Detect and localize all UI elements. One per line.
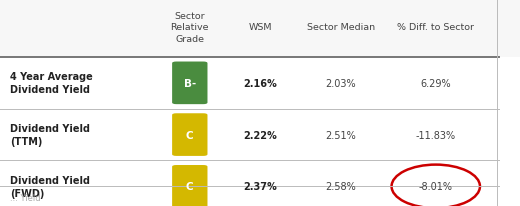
FancyBboxPatch shape xyxy=(172,114,207,156)
Text: -8.01%: -8.01% xyxy=(419,181,453,191)
Bar xyxy=(0,0,520,58)
Text: 2.51%: 2.51% xyxy=(325,130,356,140)
Text: 2.22%: 2.22% xyxy=(243,130,277,140)
Text: % Diff. to Sector: % Diff. to Sector xyxy=(397,23,474,32)
FancyBboxPatch shape xyxy=(172,62,207,105)
Text: Sector
Relative
Grade: Sector Relative Grade xyxy=(171,12,209,44)
Text: Sector Median: Sector Median xyxy=(306,23,375,32)
Text: Dividend Yield
(FWD): Dividend Yield (FWD) xyxy=(10,175,90,198)
Text: ... Yield: ... Yield xyxy=(10,193,41,202)
Text: 4 Year Average
Dividend Yield: 4 Year Average Dividend Yield xyxy=(10,72,93,95)
Text: C: C xyxy=(186,130,193,140)
Text: 2.16%: 2.16% xyxy=(243,78,277,88)
Text: 6.29%: 6.29% xyxy=(421,78,451,88)
Text: 2.58%: 2.58% xyxy=(325,181,356,191)
Text: -11.83%: -11.83% xyxy=(415,130,456,140)
FancyBboxPatch shape xyxy=(172,165,207,206)
Text: C: C xyxy=(186,181,193,191)
Text: B-: B- xyxy=(184,78,196,88)
Text: 2.03%: 2.03% xyxy=(326,78,356,88)
Text: 2.37%: 2.37% xyxy=(243,181,277,191)
Text: Dividend Yield
(TTM): Dividend Yield (TTM) xyxy=(10,124,90,146)
Text: WSM: WSM xyxy=(248,23,272,32)
